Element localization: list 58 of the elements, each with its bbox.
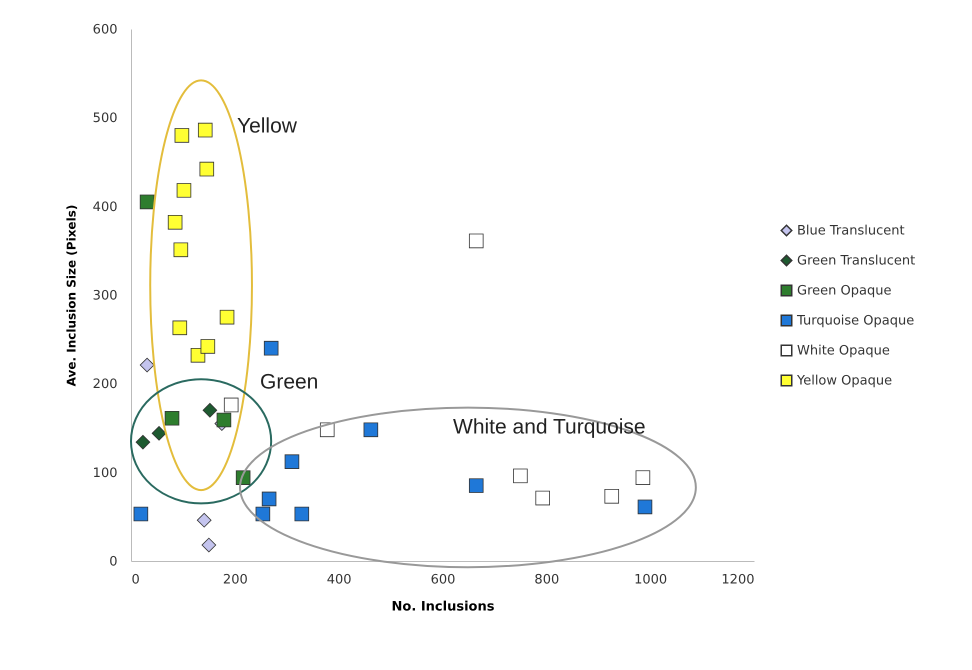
y-tick-label: 300 (92, 288, 118, 304)
annotation: Yellow (237, 114, 298, 138)
point (168, 215, 182, 230)
legend-label: Green Opaque (797, 284, 892, 298)
legend-label: Blue Translucent (797, 224, 905, 238)
point (364, 422, 378, 438)
point (256, 506, 270, 522)
point (140, 358, 154, 372)
point (174, 128, 190, 143)
point (172, 320, 188, 336)
point (638, 500, 652, 514)
y-tick-label: 500 (92, 111, 118, 126)
y-tick-label: 100 (92, 466, 118, 481)
point (513, 468, 528, 484)
x-tick-label: 1000 (634, 572, 668, 588)
point (198, 122, 213, 138)
point (284, 454, 300, 469)
point (136, 434, 150, 450)
legend-label: Green Translucent (797, 254, 916, 268)
point (134, 506, 148, 522)
legend-label: Turquoise Opaque (796, 314, 914, 328)
annotation: White and Turquoise (453, 416, 646, 439)
point (140, 194, 154, 210)
point (174, 242, 188, 258)
point (262, 492, 276, 506)
point (264, 340, 278, 356)
point (604, 488, 620, 504)
point (202, 402, 218, 418)
point (636, 470, 650, 485)
point (200, 339, 216, 354)
x-axis-title: No. Inclusions (392, 600, 495, 614)
y-tick-label: 400 (92, 200, 118, 215)
x-tick-label: 1200 (721, 572, 754, 588)
point (196, 512, 212, 528)
point (535, 490, 550, 506)
y-tick-label: 600 (92, 22, 118, 38)
x-tick-label: 200 (222, 572, 248, 588)
y-axis-title: Ave. Inclusion Size (Pixels) (64, 204, 79, 386)
point (220, 310, 234, 324)
point (176, 183, 192, 198)
point (468, 478, 484, 493)
point (294, 506, 310, 522)
x-tick-label: 0 (132, 572, 140, 588)
y-tick-label: 200 (92, 377, 118, 392)
x-tick-label: 800 (534, 572, 560, 588)
legend-label: White Opaque (797, 344, 890, 358)
point (152, 426, 166, 441)
legend-label: Yellow Opaque (796, 374, 892, 388)
x-tick-label: 400 (326, 572, 352, 588)
point (224, 398, 238, 412)
annotation: Green (260, 370, 318, 394)
point (200, 162, 214, 176)
point (164, 410, 180, 426)
y-tick-label: 0 (109, 554, 118, 570)
point (202, 538, 216, 552)
point (468, 234, 484, 248)
x-tick-label: 600 (430, 572, 456, 588)
point (216, 412, 232, 428)
